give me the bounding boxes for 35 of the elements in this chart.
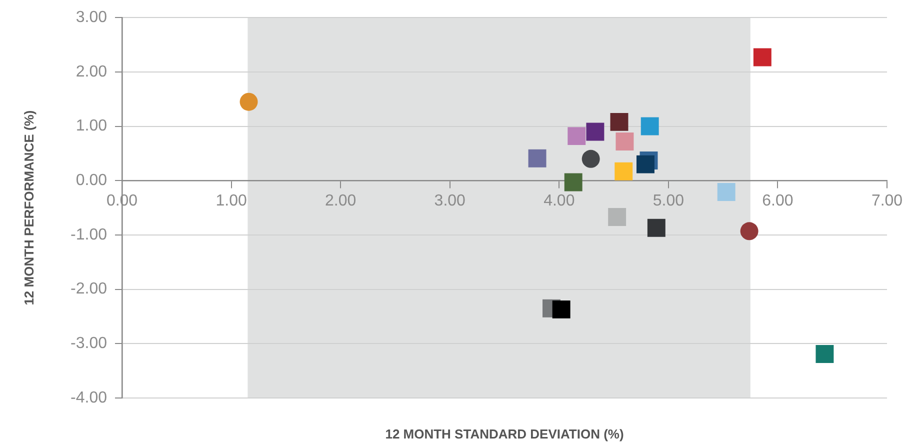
point [552,300,570,318]
x-tick-label: 2.00 [325,192,356,210]
y-tick-label: -3.00 [70,335,108,352]
point [636,155,654,174]
y-axis-title: 12 MONTH PERFORMANCE (%) [22,110,37,306]
x-tick-label: 4.00 [544,192,575,210]
x-tick-label: 7.00 [871,192,903,210]
point [586,122,604,141]
point [717,183,736,202]
x-tick-label: 6.00 [762,192,794,210]
x-tick-label: 1.00 [216,192,247,210]
y-tick-label: -2.00 [70,280,108,298]
x-tick-label: 5.00 [652,192,684,210]
point [240,92,258,111]
point [614,162,633,180]
x-tick-label: 3.00 [434,192,466,210]
point [528,149,546,168]
y-tick-label: -1.00 [70,226,108,244]
point [753,48,772,66]
point [616,132,634,150]
x-axis-title: 12 MONTH STANDARD DEVIATION (%) [385,426,624,442]
point [647,218,666,237]
y-tick-label: 2.00 [76,63,108,80]
y-tick-label: 0.00 [76,172,108,190]
point [564,173,582,192]
point [582,150,600,168]
point [640,117,659,136]
y-tick-label: 3.00 [76,9,108,26]
point [568,127,586,146]
point [816,345,834,363]
y-tick-label: -4.00 [70,389,108,406]
point [740,222,758,240]
y-tick-label: 1.00 [76,118,108,135]
point [608,208,626,226]
point [610,112,628,131]
